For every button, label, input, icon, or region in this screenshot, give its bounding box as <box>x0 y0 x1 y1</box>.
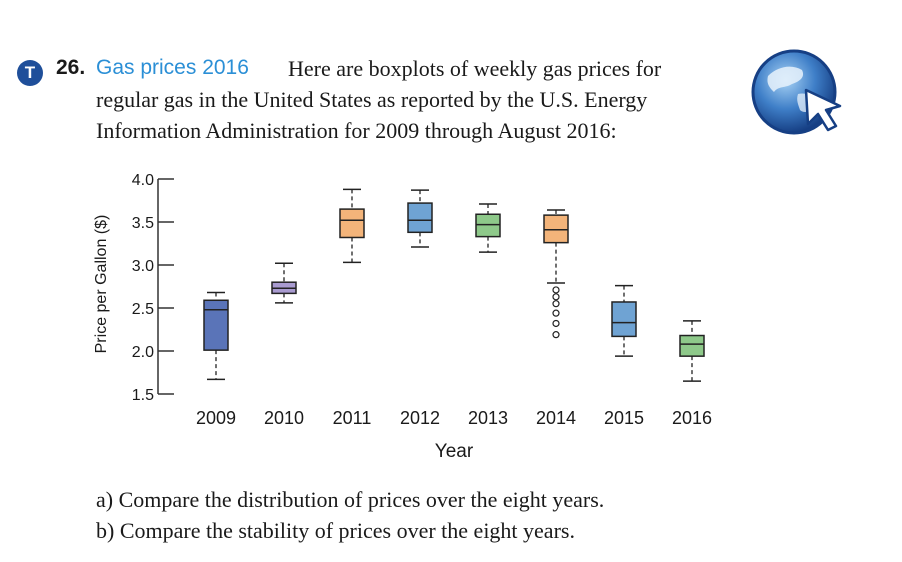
boxplot-chart: 4.03.53.02.52.01.5 2009 2010 2011 2012 2013 2… <box>93 172 712 460</box>
x-tick-label: 2009 <box>196 408 236 428</box>
globe-cursor-icon[interactable] <box>748 44 848 140</box>
box-2013: 2013 <box>468 203 508 428</box>
tech-badge: T <box>17 60 43 86</box>
outlier-point <box>552 286 560 294</box>
iqr-box <box>339 208 365 239</box>
x-axis-label: Year <box>435 441 474 460</box>
y-axis-label: Price per Gallon ($) <box>93 215 110 354</box>
intro-line-3: Information Administration for 2009 thro… <box>96 118 617 143</box>
box-2009: 2009 <box>196 291 236 428</box>
box-2011: 2011 <box>333 188 372 428</box>
x-tick-label: 2011 <box>333 408 372 428</box>
outlier-point <box>552 331 560 339</box>
x-tick-label: 2010 <box>264 408 304 428</box>
y-tick-label: 2.0 <box>132 344 154 361</box>
x-tick-label: 2012 <box>400 408 440 428</box>
y-tick-label: 3.0 <box>132 258 154 275</box>
x-tick-label: 2014 <box>536 408 576 428</box>
iqr-box <box>203 299 229 351</box>
y-tick-label: 1.5 <box>132 387 154 404</box>
x-tick-label: 2015 <box>604 408 644 428</box>
box-2016: 2016 <box>672 320 712 428</box>
x-tick-label: 2016 <box>672 408 712 428</box>
box-2014: 2014 <box>536 209 576 428</box>
iqr-box <box>679 334 705 357</box>
y-tick-label: 2.5 <box>132 301 154 318</box>
problem-title: Gas prices 2016 <box>96 56 249 79</box>
box-2012: 2012 <box>400 189 440 428</box>
y-axis: 4.0 3.5 3.0 2.5 2.0 1.5 <box>132 172 174 404</box>
problem-number: 26. <box>56 56 86 79</box>
outlier-point <box>552 300 560 308</box>
y-tick-label: 4.0 <box>132 172 154 189</box>
part-b: b) Compare the stability of prices over … <box>96 518 575 543</box>
iqr-box <box>407 202 433 234</box>
intro-line-1: Here are boxplots of weekly gas prices f… <box>288 56 662 81</box>
outlier-point <box>552 293 560 301</box>
x-tick-label: 2013 <box>468 408 508 428</box>
box-2010: 2010 <box>264 262 304 428</box>
boxes: 2009 2010 2011 2012 2013 2014 2015 2016 <box>196 188 712 428</box>
intro-line-2: regular gas in the United States as repo… <box>96 87 648 112</box>
outlier-point <box>552 319 560 328</box>
box-2015: 2015 <box>604 284 644 428</box>
y-tick-label: 3.5 <box>132 215 154 232</box>
outlier-point <box>552 309 560 317</box>
iqr-box <box>543 214 569 244</box>
iqr-box <box>475 213 501 238</box>
part-a: a) Compare the distribution of prices ov… <box>96 487 605 512</box>
iqr-box <box>611 301 637 338</box>
